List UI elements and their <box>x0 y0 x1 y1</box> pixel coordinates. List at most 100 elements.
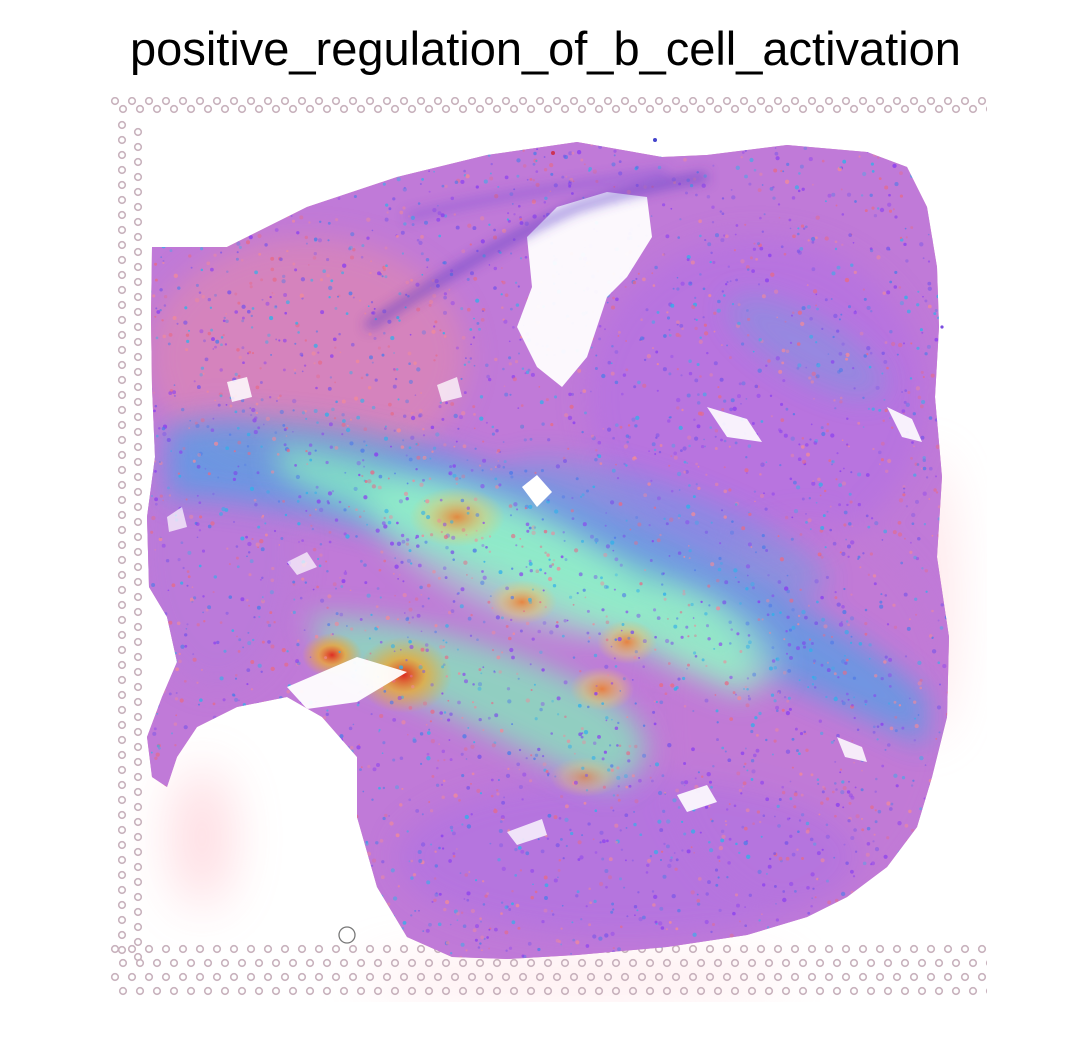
fiducial-spot <box>212 97 222 106</box>
fiducial-spot <box>807 972 817 982</box>
fiducial-spot <box>133 727 143 737</box>
fiducial-spot <box>892 97 902 106</box>
fiducial-spot <box>133 517 143 527</box>
fiducial-spot <box>390 986 400 996</box>
fiducial-spot <box>280 972 290 982</box>
fiducial-spot <box>133 412 143 422</box>
fiducial-spot <box>977 972 987 982</box>
fiducial-spot <box>117 930 127 940</box>
fiducial-spot <box>117 585 127 595</box>
fiducial-spot <box>475 104 485 114</box>
fiducial-spot <box>900 104 910 114</box>
fiducial-spot <box>645 104 655 114</box>
fiducial-spot <box>133 907 143 917</box>
fiducial-spot <box>117 525 127 535</box>
fiducial-spot <box>117 375 127 385</box>
fiducial-spot <box>645 958 655 968</box>
fiducial-spot <box>133 652 143 662</box>
fiducial-spot <box>117 705 127 715</box>
fiducial-spot <box>382 944 392 954</box>
fiducial-spot <box>127 944 137 954</box>
fiducial-spot <box>117 480 127 490</box>
fiducial-spot <box>169 986 179 996</box>
fiducial-spot <box>178 972 188 982</box>
fiducial-spot <box>705 944 715 954</box>
fiducial-spot <box>399 97 409 106</box>
fiducial-spot <box>314 944 324 954</box>
fiducial-spot <box>117 615 127 625</box>
fiducial-spot <box>509 104 519 114</box>
fiducial-spot <box>662 104 672 114</box>
fiducial-spot <box>117 435 127 445</box>
fiducial-spot <box>271 958 281 968</box>
fiducial-spot <box>133 712 143 722</box>
fiducial-spot <box>968 986 978 996</box>
fiducial-spot <box>798 986 808 996</box>
fiducial-spot <box>133 637 143 647</box>
fiducial-spot <box>117 240 127 250</box>
tissue-svg <box>110 97 987 997</box>
fiducial-spot <box>501 972 511 982</box>
fiducial-spot <box>169 958 179 968</box>
fiducial-spot <box>815 104 825 114</box>
fiducial-spot <box>917 104 927 114</box>
fiducial-spot <box>220 958 230 968</box>
fiducial-spot <box>117 255 127 265</box>
fiducial-spot <box>133 127 143 137</box>
fiducial-spot <box>977 944 987 954</box>
fiducial-spot <box>866 104 876 114</box>
fiducial-spot <box>671 97 681 106</box>
fiducial-spot <box>133 862 143 872</box>
tissue-fold <box>364 169 708 331</box>
fiducial-spot <box>117 510 127 520</box>
fiducial-spot <box>926 97 936 106</box>
fiducial-spot <box>117 810 127 820</box>
fiducial-spot <box>560 958 570 968</box>
fiducial-spot <box>773 972 783 982</box>
fiducial-spot <box>458 104 468 114</box>
fiducial-spot <box>117 345 127 355</box>
fiducial-spot <box>339 104 349 114</box>
fiducial-spot <box>390 104 400 114</box>
fiducial-spot <box>263 972 273 982</box>
fiducial-spot <box>458 958 468 968</box>
fiducial-spot <box>117 465 127 475</box>
fiducial-spot <box>229 97 239 106</box>
fiducial-spot <box>322 104 332 114</box>
fiducial-spot <box>977 97 987 106</box>
fiducial-spot <box>356 986 366 996</box>
fiducial-spot <box>117 450 127 460</box>
fiducial-spot <box>883 958 893 968</box>
fiducial-spot <box>135 104 145 114</box>
fiducial-spot <box>133 352 143 362</box>
fiducial-spot <box>133 262 143 272</box>
fiducial-spot <box>603 97 613 106</box>
fiducial-spot <box>399 944 409 954</box>
fiducial-spot <box>133 292 143 302</box>
fiducial-spot <box>133 547 143 557</box>
fiducial-spot <box>133 457 143 467</box>
fiducial-spot <box>424 986 434 996</box>
fiducial-spot <box>849 986 859 996</box>
fiducial-spot <box>688 97 698 106</box>
fiducial-spot <box>764 986 774 996</box>
fiducial-spot <box>203 958 213 968</box>
fiducial-spot <box>117 150 127 160</box>
fiducial-spot <box>764 958 774 968</box>
fiducial-spot <box>407 986 417 996</box>
fiducial-spot <box>133 937 143 947</box>
fiducial-spot <box>178 97 188 106</box>
fiducial-spot <box>866 986 876 996</box>
fiducial-spot <box>458 986 468 996</box>
fiducial-spot <box>133 562 143 572</box>
fiducial-spot <box>133 442 143 452</box>
fiducial-spot <box>815 986 825 996</box>
fiducial-spot <box>117 750 127 760</box>
fiducial-spot <box>117 600 127 610</box>
fiducial-spot <box>382 97 392 106</box>
fiducial-spot <box>133 217 143 227</box>
fiducial-spot <box>552 97 562 106</box>
fiducial-spot <box>110 972 120 982</box>
fiducial-spot <box>713 986 723 996</box>
fiducial-spot <box>117 630 127 640</box>
